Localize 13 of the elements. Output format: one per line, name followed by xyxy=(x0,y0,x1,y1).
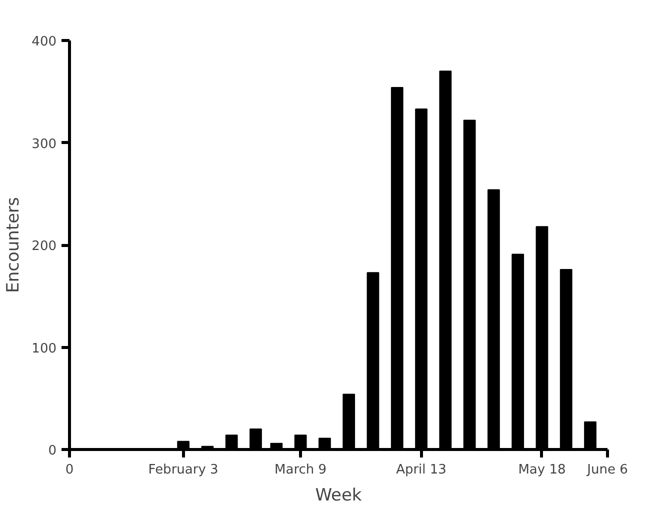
y-tick-label: 200 xyxy=(32,239,57,254)
y-tick-label: 300 xyxy=(32,136,57,152)
x-tick-label: May 18 xyxy=(518,462,566,478)
y-tick-label: 0 xyxy=(48,444,57,458)
x-axis-title: Week xyxy=(315,486,362,506)
x-tick-label: April 13 xyxy=(396,462,446,478)
x-tick-label: March 9 xyxy=(274,462,327,478)
y-tick-label: 400 xyxy=(32,34,57,50)
x-tick-label: February 3 xyxy=(148,462,218,478)
y-axis-title: Encounters xyxy=(4,196,24,293)
x-tick-label: 0 xyxy=(65,462,74,478)
y-tick-label: 100 xyxy=(32,341,57,356)
x-tick-label: June 6 xyxy=(586,462,628,478)
